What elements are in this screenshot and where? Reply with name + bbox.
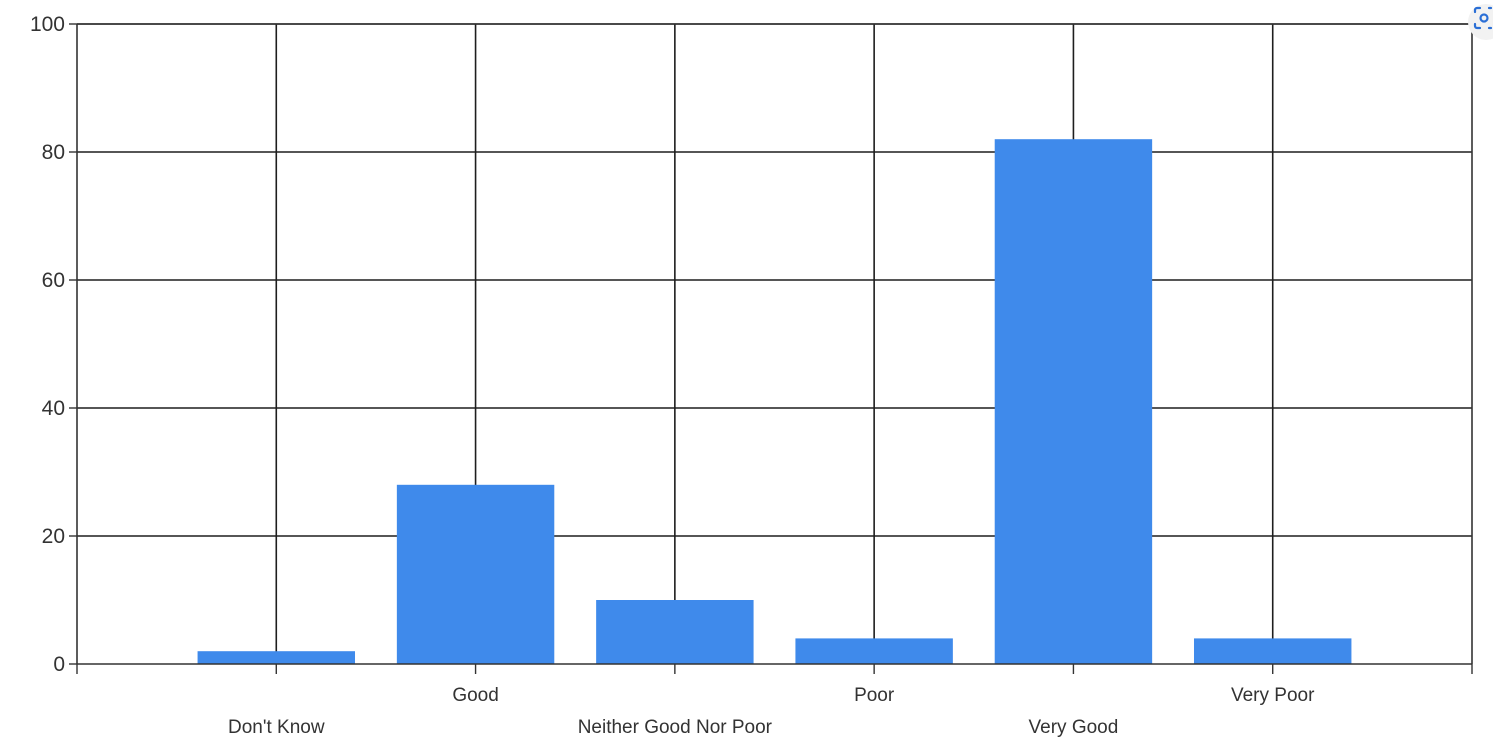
x-axis-ticks: Don't Know Good Neither Good Nor Poor Poor V… bbox=[76, 664, 1473, 738]
y-tick-label: 80 bbox=[42, 141, 65, 164]
bar-very-good bbox=[994, 139, 1153, 664]
x-tick-label: Don't Know bbox=[228, 717, 325, 738]
bar-good bbox=[396, 484, 555, 664]
y-tick-label: 100 bbox=[30, 13, 65, 36]
y-tick-label: 20 bbox=[42, 525, 65, 548]
bar-poor bbox=[795, 638, 953, 664]
x-tick-label: Very Good bbox=[1029, 717, 1119, 738]
bar-very-poor bbox=[1193, 638, 1352, 664]
horizontal-gridlines bbox=[77, 23, 1472, 537]
y-tick-label: 60 bbox=[42, 269, 65, 292]
axes bbox=[76, 23, 1473, 665]
x-tick-label: Poor bbox=[854, 685, 895, 706]
y-tick-label: 0 bbox=[53, 653, 65, 676]
y-tick-label: 40 bbox=[42, 397, 65, 420]
bar-don-t-know bbox=[197, 651, 356, 664]
x-tick-label: Good bbox=[452, 685, 498, 706]
x-tick-label: Neither Good Nor Poor bbox=[578, 717, 773, 738]
bar-neither-good-nor-poor bbox=[596, 600, 754, 664]
visual-search-icon[interactable] bbox=[1456, 0, 1493, 40]
x-tick-label: Very Poor bbox=[1231, 685, 1315, 706]
y-axis-ticks: 0 20 40 60 80 100 bbox=[30, 13, 77, 676]
bars bbox=[197, 139, 1352, 664]
